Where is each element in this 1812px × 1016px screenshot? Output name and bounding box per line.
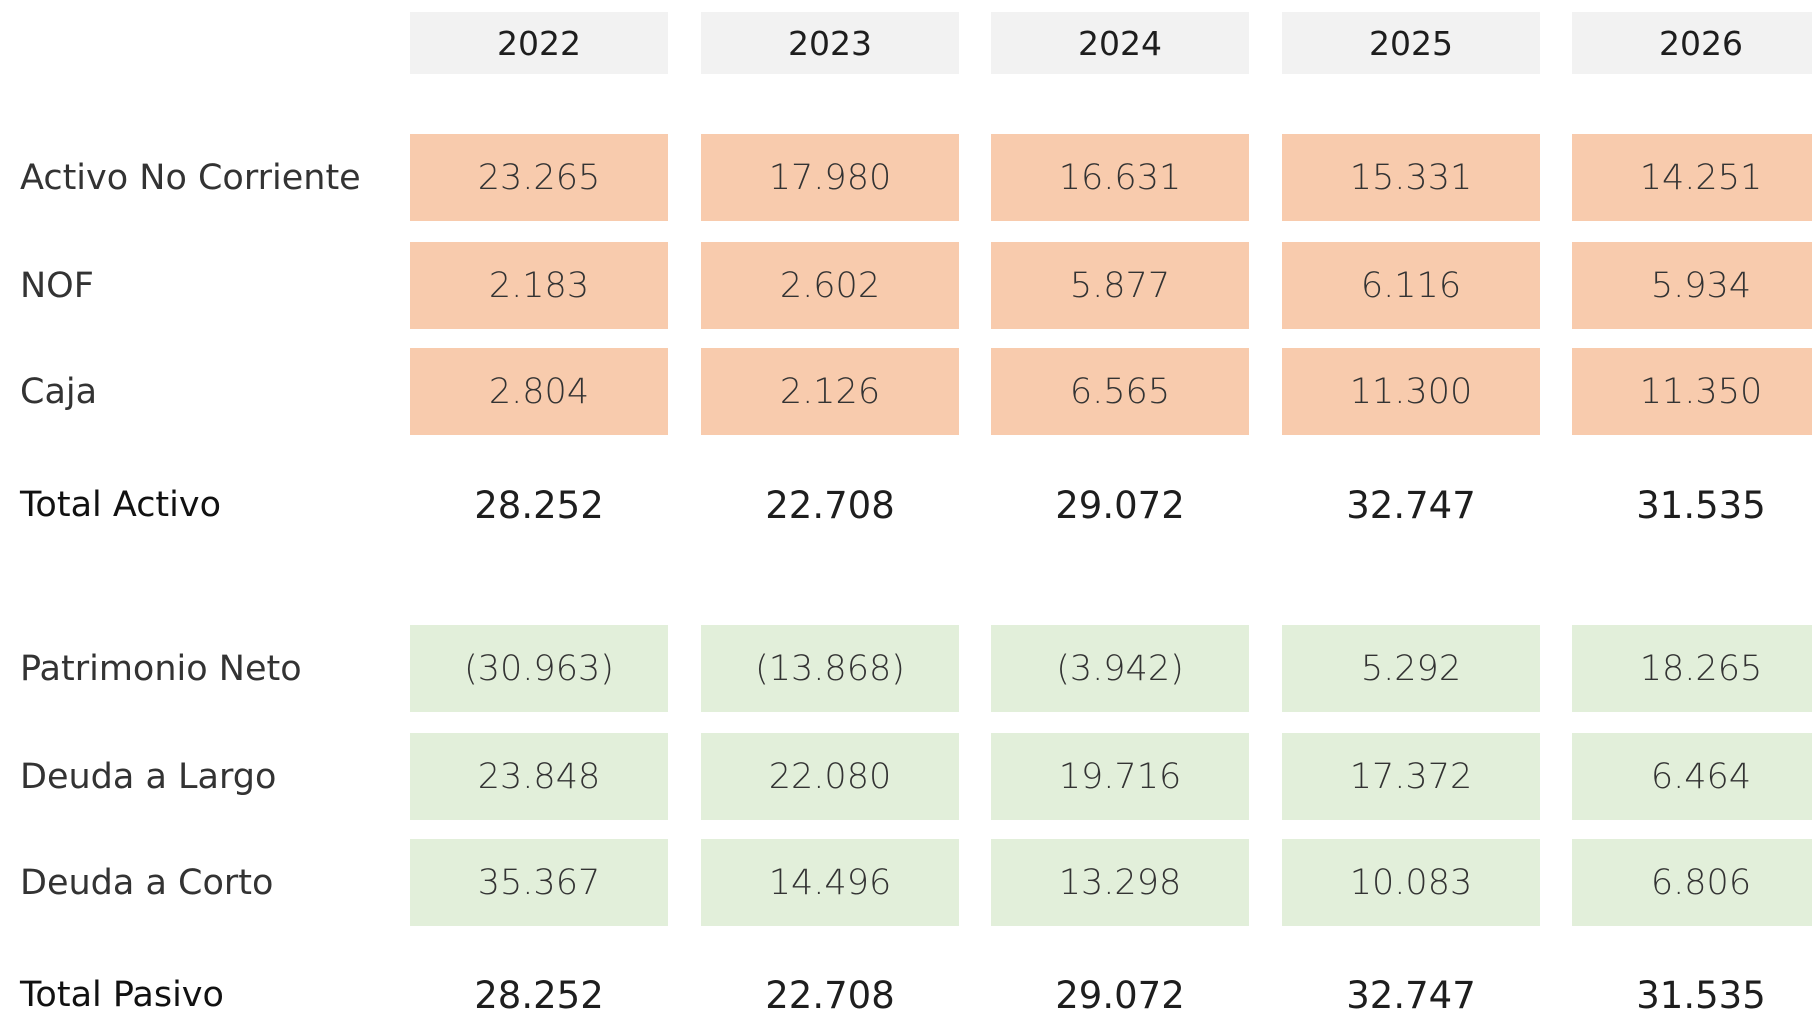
value-cell: 6.464 <box>1572 733 1812 820</box>
value-cell: (13.868) <box>701 625 959 712</box>
total-cell: 28.252 <box>474 973 604 1016</box>
total-cell: 32.747 <box>1346 483 1476 527</box>
row-label: Patrimonio Neto <box>20 648 302 689</box>
value-cell: 2.126 <box>701 348 959 435</box>
row-label: Deuda a Largo <box>20 756 277 797</box>
value-cell: 14.496 <box>701 839 959 926</box>
row-label: Deuda a Corto <box>20 862 274 903</box>
year-header: 2023 <box>701 12 959 74</box>
value-cell: 2.602 <box>701 242 959 329</box>
year-header: 2026 <box>1572 12 1812 74</box>
value-cell: 6.806 <box>1572 839 1812 926</box>
value-cell: 2.183 <box>410 242 668 329</box>
value-cell: 17.372 <box>1282 733 1540 820</box>
row-label: Activo No Corriente <box>20 157 361 198</box>
total-label: Total Activo <box>20 485 222 525</box>
value-cell: 6.116 <box>1282 242 1540 329</box>
total-cell: 32.747 <box>1346 973 1476 1016</box>
year-header: 2025 <box>1282 12 1540 74</box>
total-cell: 29.072 <box>1055 483 1185 527</box>
total-cell: 31.535 <box>1636 483 1766 527</box>
value-cell: 10.083 <box>1282 839 1540 926</box>
value-cell: 5.292 <box>1282 625 1540 712</box>
total-cell: 22.708 <box>765 483 895 527</box>
value-cell: 15.331 <box>1282 134 1540 221</box>
total-cell: 22.708 <box>765 973 895 1016</box>
value-cell: 22.080 <box>701 733 959 820</box>
total-cell: 31.535 <box>1636 973 1766 1016</box>
value-cell: 13.298 <box>991 839 1249 926</box>
value-cell: 19.716 <box>991 733 1249 820</box>
value-cell: 5.877 <box>991 242 1249 329</box>
row-label: Caja <box>20 371 98 412</box>
value-cell: 23.848 <box>410 733 668 820</box>
total-cell: 28.252 <box>474 483 604 527</box>
value-cell: 17.980 <box>701 134 959 221</box>
value-cell: 11.350 <box>1572 348 1812 435</box>
value-cell: 11.300 <box>1282 348 1540 435</box>
row-label: NOF <box>20 265 94 306</box>
value-cell: 23.265 <box>410 134 668 221</box>
value-cell: 18.265 <box>1572 625 1812 712</box>
total-label: Total Pasivo <box>20 975 224 1015</box>
value-cell: 35.367 <box>410 839 668 926</box>
year-header: 2022 <box>410 12 668 74</box>
value-cell: 2.804 <box>410 348 668 435</box>
value-cell: (3.942) <box>991 625 1249 712</box>
value-cell: 16.631 <box>991 134 1249 221</box>
total-cell: 29.072 <box>1055 973 1185 1016</box>
value-cell: 5.934 <box>1572 242 1812 329</box>
value-cell: (30.963) <box>410 625 668 712</box>
year-header: 2024 <box>991 12 1249 74</box>
value-cell: 6.565 <box>991 348 1249 435</box>
value-cell: 14.251 <box>1572 134 1812 221</box>
